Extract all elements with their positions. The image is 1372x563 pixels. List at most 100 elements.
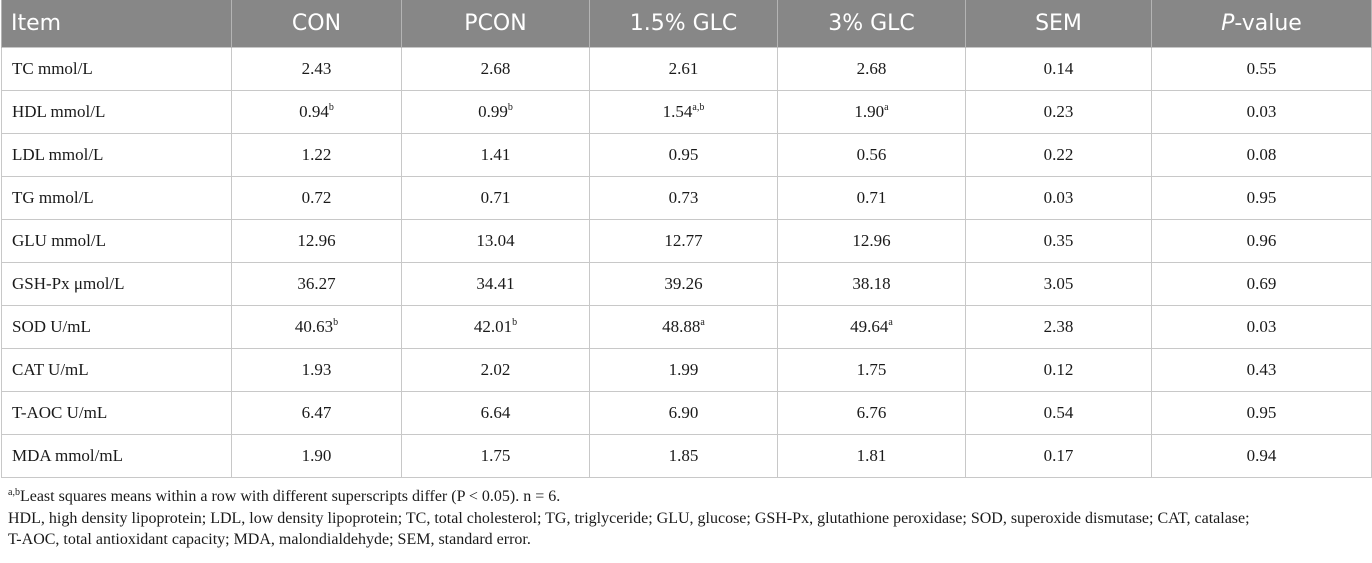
cell-value: 1.22 <box>301 145 332 164</box>
cell-p-value: 0.95 <box>1151 176 1372 220</box>
cell-value: 1.93 <box>301 360 332 379</box>
cell-item: SOD U/mL <box>1 305 232 349</box>
cell-value: 1.75 <box>856 360 887 379</box>
cell-glc15: 39.26 <box>589 262 778 306</box>
cell-p-value: 0.03 <box>1151 305 1372 349</box>
cell-value: 2.02 <box>480 360 511 379</box>
cell-p-value: 0.55 <box>1151 47 1372 91</box>
cell-p-value: 0.69 <box>1151 262 1372 306</box>
cell-item: GLU mmol/L <box>1 219 232 263</box>
cell-value: 1.41 <box>480 145 511 164</box>
cell-value: 2.68 <box>480 59 511 78</box>
cell-glc3: 1.81 <box>777 434 966 478</box>
cell-sem: 0.12 <box>965 348 1152 392</box>
cell-glc3: 0.71 <box>777 176 966 220</box>
header-glc-3: 3% GLC <box>777 0 966 48</box>
cell-value: 48.88 <box>662 317 701 336</box>
cell-value: 6.90 <box>668 403 699 422</box>
cell-sem: 0.54 <box>965 391 1152 435</box>
cell-pcon: 0.99b <box>401 90 590 134</box>
footnote-abbreviations-line-2: T-AOC, total antioxidant capacity; MDA, … <box>8 531 531 548</box>
data-table: Item CON PCON 1.5% GLC 3% GLC SEM P-valu… <box>1 0 1372 478</box>
cell-glc15: 12.77 <box>589 219 778 263</box>
cell-p-value: 0.08 <box>1151 133 1372 177</box>
table-row: CAT U/mL 1.93 2.02 1.99 1.75 0.12 0.43 <box>1 348 1372 392</box>
cell-item: MDA mmol/mL <box>1 434 232 478</box>
cell-glc3: 0.56 <box>777 133 966 177</box>
cell-value: 12.96 <box>297 231 336 250</box>
table-row: TC mmol/L 2.43 2.68 2.61 2.68 0.14 0.55 <box>1 47 1372 91</box>
header-p-rest: -value <box>1234 11 1302 36</box>
cell-glc3: 2.68 <box>777 47 966 91</box>
cell-glc3: 12.96 <box>777 219 966 263</box>
cell-pcon: 13.04 <box>401 219 590 263</box>
cell-value: 38.18 <box>852 274 891 293</box>
cell-value: 1.85 <box>668 446 699 465</box>
cell-superscript: b <box>507 102 513 113</box>
header-pcon: PCON <box>401 0 590 48</box>
header-p-italic: P <box>1221 11 1235 36</box>
cell-sem: 3.05 <box>965 262 1152 306</box>
cell-value: 42.01 <box>473 317 513 336</box>
cell-superscript: a <box>884 102 889 113</box>
cell-pcon: 0.71 <box>401 176 590 220</box>
cell-item: LDL mmol/L <box>1 133 232 177</box>
cell-con: 1.93 <box>231 348 402 392</box>
table-row: T-AOC U/mL 6.47 6.64 6.90 6.76 0.54 0.95 <box>1 391 1372 435</box>
cell-pcon: 1.41 <box>401 133 590 177</box>
cell-con: 36.27 <box>231 262 402 306</box>
cell-item: TC mmol/L <box>1 47 232 91</box>
footnote-significance: a,bLeast squares means within a row with… <box>8 486 1250 508</box>
cell-value: 6.76 <box>856 403 887 422</box>
cell-superscript: a <box>700 317 705 328</box>
cell-item: T-AOC U/mL <box>1 391 232 435</box>
cell-superscript: a,b <box>692 102 705 113</box>
cell-pcon: 42.01b <box>401 305 590 349</box>
header-p-value: P-value <box>1151 0 1372 48</box>
cell-value: 0.71 <box>856 188 887 207</box>
cell-value: 2.43 <box>301 59 332 78</box>
cell-con: 12.96 <box>231 219 402 263</box>
cell-value: 0.72 <box>301 188 332 207</box>
cell-value: 36.27 <box>297 274 336 293</box>
cell-pcon: 34.41 <box>401 262 590 306</box>
cell-con: 1.22 <box>231 133 402 177</box>
cell-glc3: 49.64a <box>777 305 966 349</box>
footnote-significance-text: Least squares means within a row with di… <box>19 488 561 505</box>
cell-glc15: 1.99 <box>589 348 778 392</box>
cell-con: 0.72 <box>231 176 402 220</box>
cell-pcon: 1.75 <box>401 434 590 478</box>
cell-sem: 0.22 <box>965 133 1152 177</box>
cell-item: TG mmol/L <box>1 176 232 220</box>
cell-p-value: 0.94 <box>1151 434 1372 478</box>
cell-con: 2.43 <box>231 47 402 91</box>
cell-value: 6.64 <box>480 403 511 422</box>
table-footnotes: a,bLeast squares means within a row with… <box>8 486 1250 551</box>
cell-value: 0.95 <box>668 145 699 164</box>
cell-con: 40.63b <box>231 305 402 349</box>
cell-value: 34.41 <box>476 274 515 293</box>
cell-value: 39.26 <box>664 274 703 293</box>
cell-p-value: 0.96 <box>1151 219 1372 263</box>
cell-p-value: 0.43 <box>1151 348 1372 392</box>
cell-glc3: 1.75 <box>777 348 966 392</box>
cell-p-value: 0.03 <box>1151 90 1372 134</box>
cell-con: 6.47 <box>231 391 402 435</box>
cell-item: CAT U/mL <box>1 348 232 392</box>
cell-superscript: b <box>512 317 518 328</box>
table-row: GLU mmol/L 12.96 13.04 12.77 12.96 0.35 0.96 <box>1 219 1372 263</box>
cell-glc15: 0.95 <box>589 133 778 177</box>
cell-con: 0.94b <box>231 90 402 134</box>
cell-glc15: 1.54a,b <box>589 90 778 134</box>
cell-sem: 0.23 <box>965 90 1152 134</box>
header-glc-1-5: 1.5% GLC <box>589 0 778 48</box>
cell-item: HDL mmol/L <box>1 90 232 134</box>
cell-value: 1.75 <box>480 446 511 465</box>
cell-value: 0.99 <box>478 102 508 121</box>
cell-value: 0.71 <box>480 188 511 207</box>
cell-value: 13.04 <box>476 231 515 250</box>
cell-glc15: 6.90 <box>589 391 778 435</box>
cell-glc3: 6.76 <box>777 391 966 435</box>
table-row: LDL mmol/L 1.22 1.41 0.95 0.56 0.22 0.08 <box>1 133 1372 177</box>
cell-con: 1.90 <box>231 434 402 478</box>
